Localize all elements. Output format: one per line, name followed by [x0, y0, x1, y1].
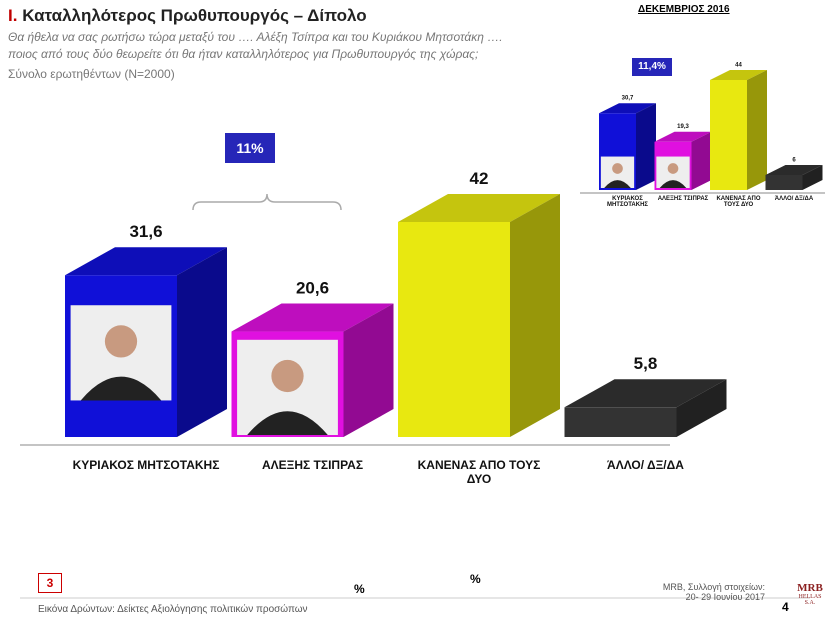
mrb-line: 20- 29 Ιουνίου 2017 — [685, 592, 765, 602]
photo-head — [667, 163, 679, 174]
photo-body — [80, 376, 162, 401]
category-label: ΆΛΛΟ/ ΔΞ/ΔΑ — [774, 196, 814, 202]
title-text: Καταλληλότερος Πρωθυπουργός – Δίπολο — [22, 6, 367, 25]
question: Θα ήθελα να σας ρωτήσω τώρα μεταξύ του …… — [8, 30, 503, 44]
bar-top — [710, 70, 767, 80]
logo-sub: HELLAS S.A. — [798, 594, 822, 606]
bar — [564, 407, 677, 437]
base-note: Σύνολο ερωτηθέντων (N=2000) — [8, 67, 175, 81]
bar-top — [765, 165, 823, 175]
title: I. Καταλληλότερος Πρωθυπουργός – Δίπολο — [8, 6, 367, 26]
bar-side — [747, 70, 767, 190]
category-label: ΚΑΝΕΝΑΣ ΑΠΟ ΤΟΥΣ ΔΥΟ — [716, 196, 761, 208]
inset-title: ΔΕΚΕΜΒΡΙΟΣ 2016 — [638, 4, 730, 15]
logo-text: MRB — [797, 582, 823, 594]
bar-side — [343, 303, 394, 437]
difference-box: 11,4% — [632, 58, 672, 76]
category-label: ΑΛΕΞΗΣ ΤΣΙΠΡΑΣ — [657, 196, 709, 202]
bar — [710, 80, 747, 190]
bar-top — [65, 247, 227, 276]
difference-box: 11% — [225, 133, 275, 163]
value-label: 5,8 — [634, 354, 658, 373]
value-label: 30,7 — [622, 96, 634, 102]
brace — [192, 193, 342, 211]
photo-body — [247, 411, 328, 435]
bar-side — [510, 194, 560, 437]
bar-top — [564, 379, 727, 408]
page-box: 3 — [38, 573, 62, 593]
pct: % — [470, 572, 481, 586]
bar — [765, 175, 803, 190]
mrb-note: MRB, Συλλογή στοιχείων: 20- 29 Ιουνίου 20… — [600, 582, 765, 602]
category-label: ΑΛΕΞΗΣ ΤΣΙΠΡΑΣ — [261, 458, 364, 472]
bar-side — [691, 131, 712, 190]
bar-side — [676, 379, 727, 437]
mrb-line: MRB, Συλλογή στοιχείων: — [662, 582, 765, 592]
value-label: 44 — [735, 62, 742, 68]
title-number: I. — [8, 6, 18, 25]
value-label: 19,3 — [677, 124, 689, 130]
photo-body — [659, 180, 687, 188]
value-label: 31,6 — [129, 222, 162, 241]
page-number: 4 — [782, 600, 789, 614]
bar-top — [231, 303, 394, 332]
pct: % — [354, 582, 365, 596]
value-label: 42 — [470, 169, 489, 188]
bar — [398, 222, 510, 437]
bar-top — [654, 131, 712, 142]
category-label: ΚΥΡΙΑΚΟΣ ΜΗΤΣΟΤΑΚΗΣ — [606, 196, 649, 208]
category-label: ΚΥΡΙΑΚΟΣ ΜΗΤΣΟΤΑΚΗΣ — [72, 458, 220, 472]
bar-side — [802, 165, 823, 190]
bar-side — [177, 247, 227, 437]
category-label: ΆΛΛΟ/ ΔΞ/ΔΑ — [607, 458, 684, 472]
photo-head — [104, 325, 138, 358]
bar-top — [398, 194, 560, 222]
category-label: ΚΑΝΕΝΑΣ ΑΠΟ ΤΟΥΣ ΔΥΟ — [417, 458, 541, 486]
source: Εικόνα Δρώντων: Δείκτες Αξιολόγησης πολι… — [38, 604, 308, 615]
logo: MRB HELLAS S.A. — [795, 582, 825, 606]
bar-side — [636, 103, 656, 190]
photo-head — [271, 359, 304, 393]
bar-top — [599, 103, 656, 114]
value-label: 6 — [792, 157, 796, 163]
question: ποιος από τους δύο θεωρείτε ότι θα ήταν … — [8, 47, 479, 61]
photo-body — [604, 180, 631, 188]
value-label: 20,6 — [296, 278, 329, 297]
photo-head — [612, 163, 623, 174]
